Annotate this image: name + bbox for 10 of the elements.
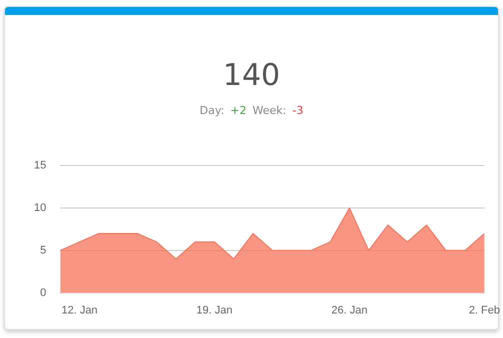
y-tick-label: 5 [40, 244, 46, 256]
y-tick-label: 15 [34, 160, 46, 172]
chart-subtitle: Day: +2 Week: -3 [200, 104, 304, 117]
x-tick-label: 12. Jan [61, 304, 98, 316]
x-tick-label: 2. Feb [468, 304, 500, 316]
y-tick-label: 10 [34, 202, 46, 214]
chart-title: 140 [222, 58, 282, 93]
x-tick-label: 19. Jan [196, 304, 233, 316]
y-tick-label: 0 [40, 286, 46, 299]
x-tick-label: 26. Jan [331, 304, 368, 316]
